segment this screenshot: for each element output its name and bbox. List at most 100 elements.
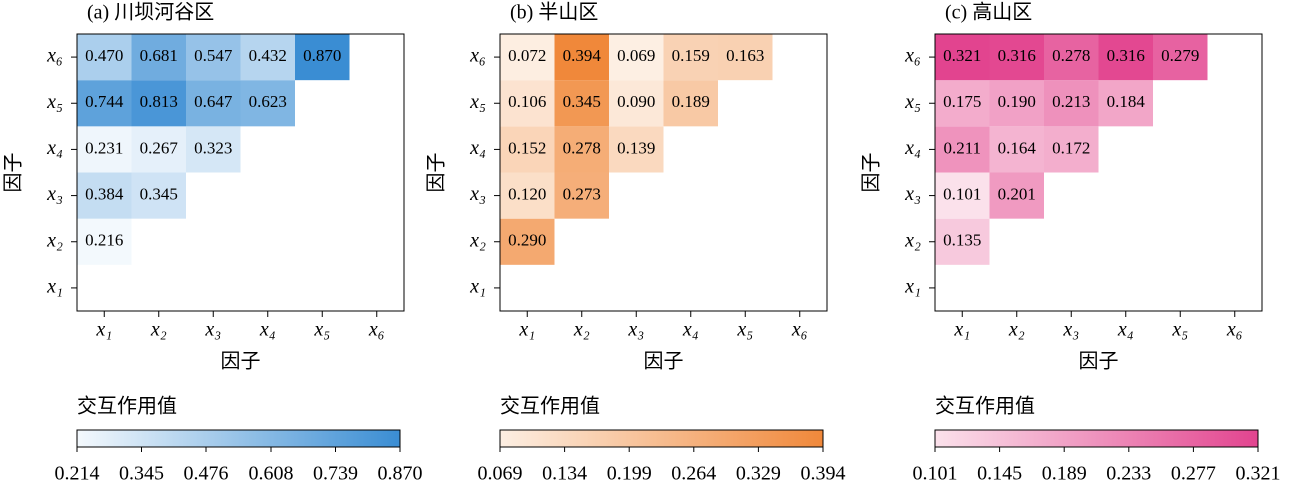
colorbar-tick-label: 0.321 [1236, 463, 1281, 485]
colorbar-tick-label: 0.264 [671, 463, 716, 485]
cell-label: 0.345 [140, 184, 178, 203]
panel-title: (b) 半山区 [510, 1, 598, 24]
x-tick-label: x₁ [95, 319, 112, 341]
cell-label: 0.213 [1052, 92, 1090, 111]
cell-label: 0.267 [140, 138, 179, 157]
cell-label: 0.681 [140, 46, 178, 65]
cell-label: 0.101 [943, 184, 981, 203]
y-tick-label: x₄ [904, 137, 921, 159]
heat-cell [935, 126, 990, 173]
colorbar-tick-label: 0.101 [913, 463, 958, 485]
heat-cell [295, 34, 350, 81]
heat-cell [663, 34, 718, 81]
heat-cell [609, 126, 664, 173]
cell-label: 0.279 [1161, 46, 1199, 65]
colorbar-tick-label: 0.345 [119, 463, 164, 485]
colorbar-tick-label: 0.233 [1106, 463, 1151, 485]
cell-label: 0.152 [508, 138, 546, 157]
x-axis-label: 因子 [221, 351, 261, 373]
colorbar-tick-label: 0.394 [801, 463, 846, 485]
cell-label: 0.139 [617, 138, 655, 157]
colorbar-label: 交互作用值 [935, 395, 1035, 418]
heat-cell [935, 34, 990, 81]
x-tick-label: x₂ [573, 319, 590, 341]
heat-cell [186, 80, 241, 127]
heat-cell [935, 218, 990, 265]
y-tick-label: x₂ [469, 229, 486, 251]
heat-cell [240, 34, 295, 81]
heat-cell [240, 80, 295, 127]
heat-cell [131, 34, 186, 81]
heat-cell [554, 34, 609, 81]
colorbar-tick-label: 0.329 [736, 463, 781, 485]
heat-cell [989, 80, 1044, 127]
cell-label: 0.470 [85, 46, 123, 65]
heat-cell [1044, 80, 1099, 127]
heat-cell [500, 34, 555, 81]
cell-label: 0.106 [508, 92, 546, 111]
cell-label: 0.231 [85, 138, 123, 157]
colorbar-tick-label: 0.199 [607, 463, 652, 485]
heat-cell [989, 34, 1044, 81]
cell-label: 0.190 [998, 92, 1036, 111]
x-tick-label: x₄ [1117, 319, 1134, 341]
heat-cell [77, 172, 132, 219]
colorbar-tick-label: 0.870 [378, 463, 423, 485]
cell-label: 0.216 [85, 231, 123, 250]
cell-label: 0.290 [508, 231, 546, 250]
heat-cell [935, 80, 990, 127]
y-axis-label: 因子 [861, 153, 883, 193]
cell-label: 0.321 [943, 46, 981, 65]
cell-label: 0.870 [303, 46, 341, 65]
heat-cell [1153, 34, 1208, 81]
x-tick-label: x₅ [736, 319, 753, 341]
heat-cell [989, 172, 1044, 219]
y-tick-label: x₆ [46, 45, 63, 67]
colorbar-tick-label: 0.069 [478, 463, 523, 485]
colorbar-tick-label: 0.277 [1171, 463, 1216, 485]
y-tick-label: x₆ [469, 45, 486, 67]
cell-label: 0.273 [563, 184, 601, 203]
heat-cell [500, 218, 555, 265]
cell-label: 0.090 [617, 92, 655, 111]
heat-cell [77, 218, 132, 265]
y-axis-label: 因子 [3, 153, 25, 193]
y-tick-label: x₁ [469, 276, 486, 298]
x-tick-label: x₁ [518, 319, 535, 341]
heat-cell [1044, 34, 1099, 81]
y-tick-label: x₃ [46, 183, 63, 205]
heat-cell [1098, 34, 1153, 81]
cell-label: 0.394 [563, 46, 602, 65]
heat-cell [131, 172, 186, 219]
cell-label: 0.547 [194, 46, 233, 65]
x-tick-label: x₃ [1062, 319, 1079, 341]
heat-cell [989, 126, 1044, 173]
x-tick-label: x₅ [313, 319, 330, 341]
heat-cell [663, 80, 718, 127]
colorbar-tick-label: 0.145 [977, 463, 1022, 485]
heat-cell [77, 126, 132, 173]
cell-label: 0.069 [617, 46, 655, 65]
heat-cell [500, 80, 555, 127]
cell-label: 0.189 [672, 92, 710, 111]
y-tick-label: x₅ [46, 91, 63, 113]
heat-cell [131, 80, 186, 127]
cell-label: 0.384 [85, 184, 124, 203]
x-tick-label: x₂ [150, 319, 167, 341]
plot-frame [934, 33, 1263, 312]
cell-label: 0.201 [998, 184, 1036, 203]
cell-label: 0.744 [85, 92, 124, 111]
panel-title: (a) 川坝河谷区 [87, 1, 214, 24]
y-tick-label: x₂ [46, 229, 63, 251]
heat-cell [718, 34, 773, 81]
y-tick-label: x₁ [46, 276, 63, 298]
cell-label: 0.184 [1107, 92, 1146, 111]
plot-frame [76, 33, 405, 312]
colorbar-tick-label: 0.214 [55, 463, 100, 485]
y-tick-label: x₄ [46, 137, 63, 159]
x-axis-label: 因子 [644, 351, 684, 373]
x-tick-label: x₆ [1226, 319, 1243, 341]
heat-cell [609, 80, 664, 127]
cell-label: 0.120 [508, 184, 546, 203]
